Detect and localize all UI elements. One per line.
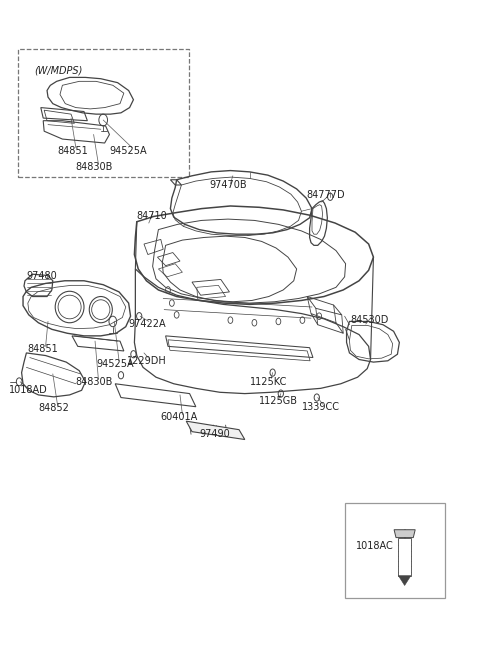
- Text: 97470B: 97470B: [209, 180, 247, 190]
- Text: 97480: 97480: [26, 270, 57, 281]
- Text: 84777D: 84777D: [306, 190, 345, 201]
- Text: 1018AD: 1018AD: [9, 385, 48, 396]
- Text: 84851: 84851: [58, 146, 88, 156]
- Text: 84530D: 84530D: [350, 315, 389, 325]
- Bar: [345, 503, 445, 598]
- Bar: [18, 49, 189, 177]
- Text: 84710: 84710: [137, 211, 168, 222]
- Text: (W/MDPS): (W/MDPS): [35, 66, 83, 76]
- Polygon shape: [186, 421, 245, 440]
- Text: 1125KC: 1125KC: [250, 377, 287, 387]
- Text: 1339CC: 1339CC: [302, 401, 340, 412]
- Text: 60401A: 60401A: [161, 412, 198, 422]
- Polygon shape: [398, 538, 411, 576]
- Text: 1229DH: 1229DH: [127, 356, 167, 366]
- Text: 84852: 84852: [38, 403, 69, 413]
- Text: 94525A: 94525A: [96, 359, 133, 369]
- Text: 84851: 84851: [28, 344, 59, 354]
- Polygon shape: [398, 576, 411, 586]
- Text: 1125GB: 1125GB: [259, 396, 298, 407]
- Text: 94525A: 94525A: [109, 146, 147, 156]
- Text: 97490: 97490: [199, 429, 230, 440]
- Text: 97422A: 97422A: [129, 319, 166, 329]
- Polygon shape: [394, 530, 415, 538]
- Text: 84830B: 84830B: [76, 377, 113, 387]
- Text: 84830B: 84830B: [76, 162, 113, 173]
- Text: 1018AC: 1018AC: [356, 541, 394, 551]
